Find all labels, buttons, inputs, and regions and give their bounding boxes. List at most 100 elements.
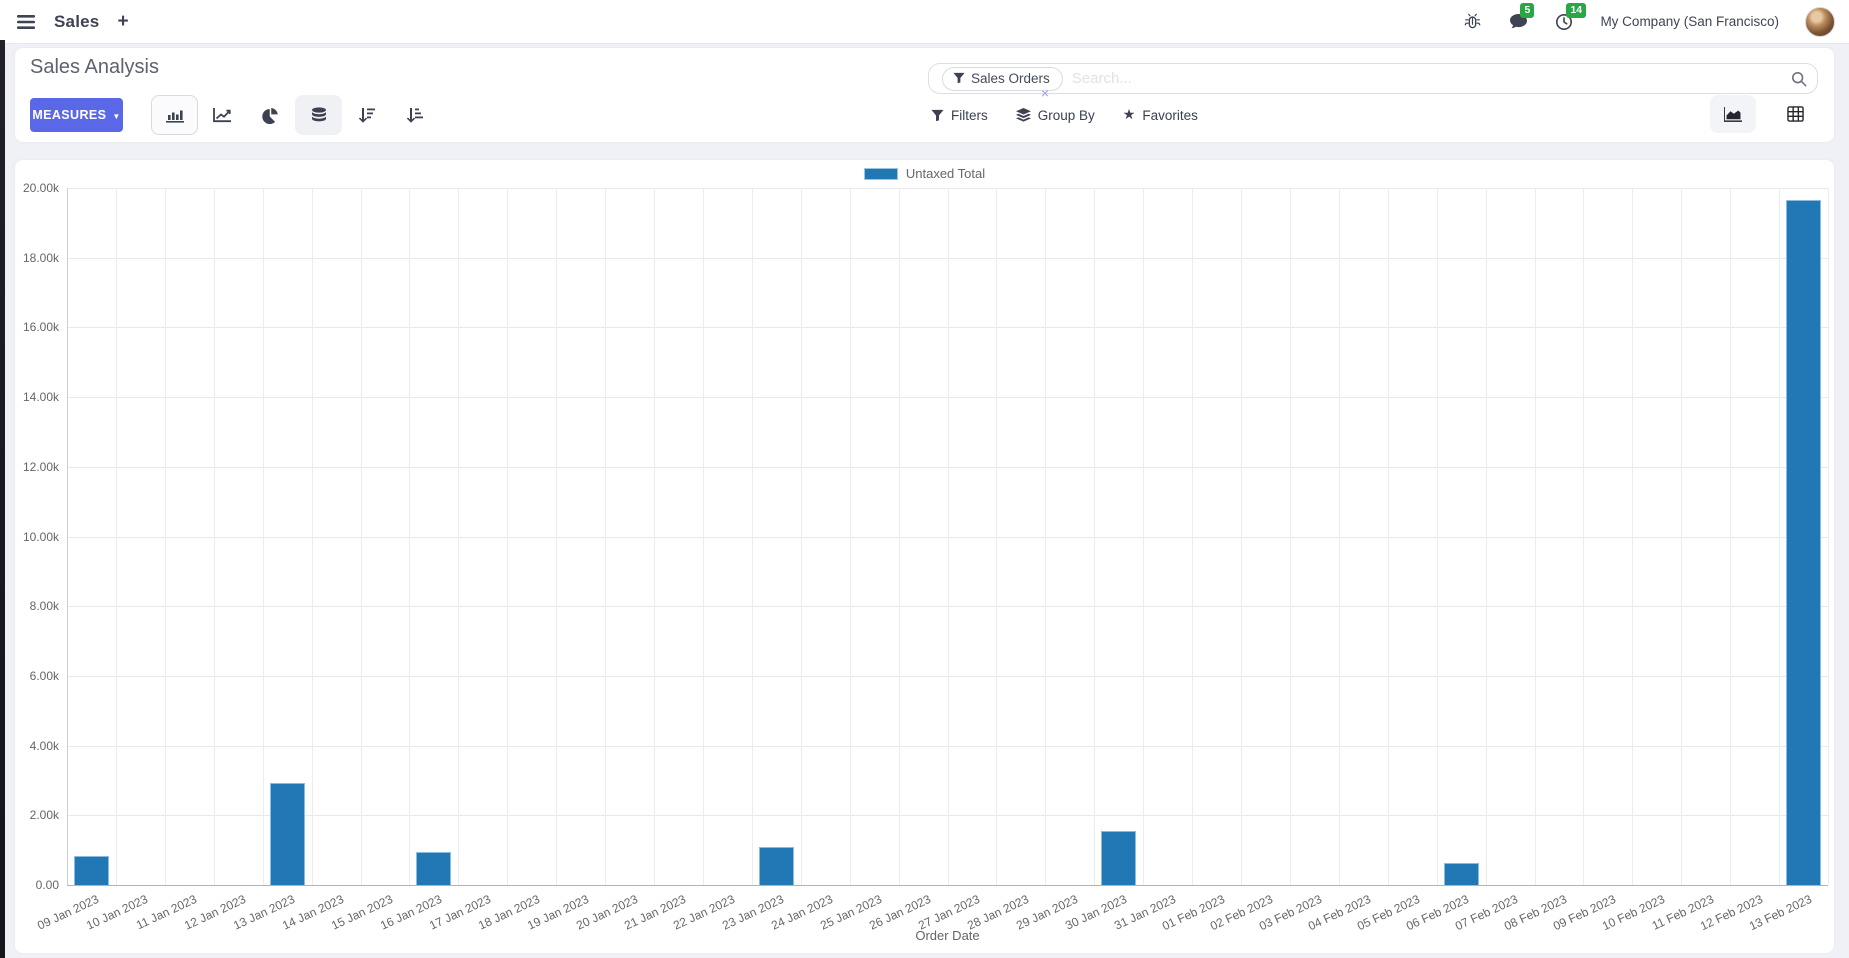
v-gridline [1632, 188, 1634, 885]
v-gridline [1730, 188, 1732, 885]
pivot-view-button[interactable] [1772, 95, 1818, 133]
bar-chart-button[interactable] [151, 95, 198, 135]
layers-icon [1015, 108, 1031, 122]
y-tick-label: 14.00k [22, 390, 59, 405]
y-tick-label: 10.00k [22, 529, 59, 544]
y-tick-label: 6.00k [29, 668, 59, 683]
v-gridline [360, 188, 362, 885]
y-tick-label: 12.00k [22, 459, 59, 474]
filter-funnel-icon [953, 72, 965, 84]
v-gridline [1828, 188, 1829, 885]
sort-descending-button[interactable] [343, 95, 390, 135]
x-axis-title: Order Date [915, 928, 980, 943]
filters-button[interactable]: Filters [931, 108, 988, 123]
v-gridline [556, 188, 558, 885]
v-gridline [1094, 188, 1096, 885]
favorites-button[interactable]: ★ Favorites [1122, 105, 1198, 124]
search-placeholder: Search... [1071, 70, 1132, 87]
chart-type-toolbar [151, 95, 438, 135]
chart-legend: Untaxed Total [15, 166, 1834, 181]
v-gridline [1681, 188, 1683, 885]
debug-bug-icon[interactable] [1462, 12, 1482, 32]
sort-ascending-button[interactable] [391, 95, 438, 135]
control-panel: Sales Analysis Sales Orders Search... × … [15, 48, 1834, 142]
v-gridline [1289, 188, 1291, 885]
group-by-button[interactable]: Group By [1015, 107, 1095, 123]
v-gridline [1779, 188, 1781, 885]
x-axis-line [67, 885, 1828, 886]
chat-bubble-icon [1508, 12, 1528, 32]
v-gridline [164, 188, 166, 885]
v-gridline [1436, 188, 1438, 885]
v-gridline [1192, 188, 1194, 885]
bar-23-jan-2023[interactable] [758, 847, 794, 885]
chart-area: Untaxed Total Order Date 20.00k 18.00k 16.… [15, 160, 1834, 953]
y-tick-label: 20.00k [22, 181, 59, 195]
messages-count-badge: 5 [1520, 2, 1535, 18]
app-name[interactable]: Sales [54, 11, 100, 31]
bar-06-feb-2023[interactable] [1443, 863, 1479, 885]
search-facet-sales-orders[interactable]: Sales Orders [942, 66, 1063, 91]
v-gridline [702, 188, 704, 885]
hamburger-menu-icon[interactable] [16, 12, 36, 32]
activities-count-badge: 14 [1566, 2, 1587, 18]
favorites-label: Favorites [1142, 107, 1198, 123]
page-title: Sales Analysis [30, 56, 159, 78]
legend-swatch[interactable] [863, 167, 898, 180]
legend-label[interactable]: Untaxed Total [905, 166, 986, 181]
v-gridline [1338, 188, 1340, 885]
new-tab-plus-icon[interactable]: + [117, 10, 129, 32]
v-gridline [996, 188, 998, 885]
v-gridline [654, 188, 655, 885]
v-gridline [1583, 188, 1585, 885]
bar-13-jan-2023[interactable] [269, 783, 305, 885]
graph-view-button[interactable] [1710, 95, 1756, 133]
bar-13-feb-2023[interactable] [1786, 199, 1822, 885]
chevron-down-icon: ▼ [112, 111, 121, 121]
user-avatar[interactable] [1805, 6, 1835, 37]
company-switcher[interactable]: My Company (San Francisco) [1600, 14, 1779, 29]
search-options: Filters Group By ★ Favorites [931, 98, 1198, 132]
filters-label: Filters [951, 107, 988, 123]
facet-label: Sales Orders [971, 70, 1050, 86]
v-gridline [115, 188, 117, 885]
v-gridline [1387, 188, 1389, 885]
v-gridline [1485, 188, 1487, 885]
messages-button[interactable]: 5 [1508, 2, 1535, 32]
measures-label: MEASURES [32, 108, 107, 122]
search-input[interactable]: Sales Orders Search... × [928, 63, 1818, 100]
clock-icon [1554, 12, 1574, 32]
y-tick-label: 16.00k [22, 320, 59, 335]
v-gridline [458, 188, 460, 885]
v-gridline [311, 188, 313, 885]
v-gridline [409, 188, 411, 885]
activities-button[interactable]: 14 [1554, 2, 1587, 32]
search-magnifier-icon[interactable] [1791, 71, 1807, 87]
y-tick-label: 18.00k [22, 250, 59, 265]
measures-button[interactable]: MEASURES ▼ [30, 98, 123, 132]
v-gridline [751, 188, 753, 885]
y-tick-label: 2.00k [29, 808, 59, 823]
v-gridline [605, 188, 607, 885]
v-gridline [1534, 188, 1536, 885]
line-chart-button[interactable] [199, 95, 246, 135]
bar-30-jan-2023[interactable] [1101, 831, 1137, 885]
v-gridline [507, 188, 509, 885]
left-edge-sliver [0, 40, 5, 958]
y-tick-label: 0.00 [35, 878, 59, 892]
bar-16-jan-2023[interactable] [416, 851, 452, 885]
pie-chart-button[interactable] [247, 95, 294, 135]
remove-facet-icon[interactable]: × [1041, 85, 1050, 101]
v-gridline [1143, 188, 1145, 885]
stacked-toggle-button[interactable] [295, 95, 342, 135]
y-axis-line [67, 188, 68, 885]
filter-funnel-icon [931, 109, 944, 122]
top-navbar: Sales + 5 14 My Company (San Francisco) [0, 0, 1849, 44]
bar-09-jan-2023[interactable] [73, 856, 109, 885]
star-icon: ★ [1122, 105, 1136, 122]
v-gridline [947, 188, 949, 885]
group-by-label: Group By [1037, 107, 1095, 123]
v-gridline [800, 188, 802, 885]
v-gridline [849, 188, 851, 885]
y-tick-label: 8.00k [29, 599, 59, 614]
